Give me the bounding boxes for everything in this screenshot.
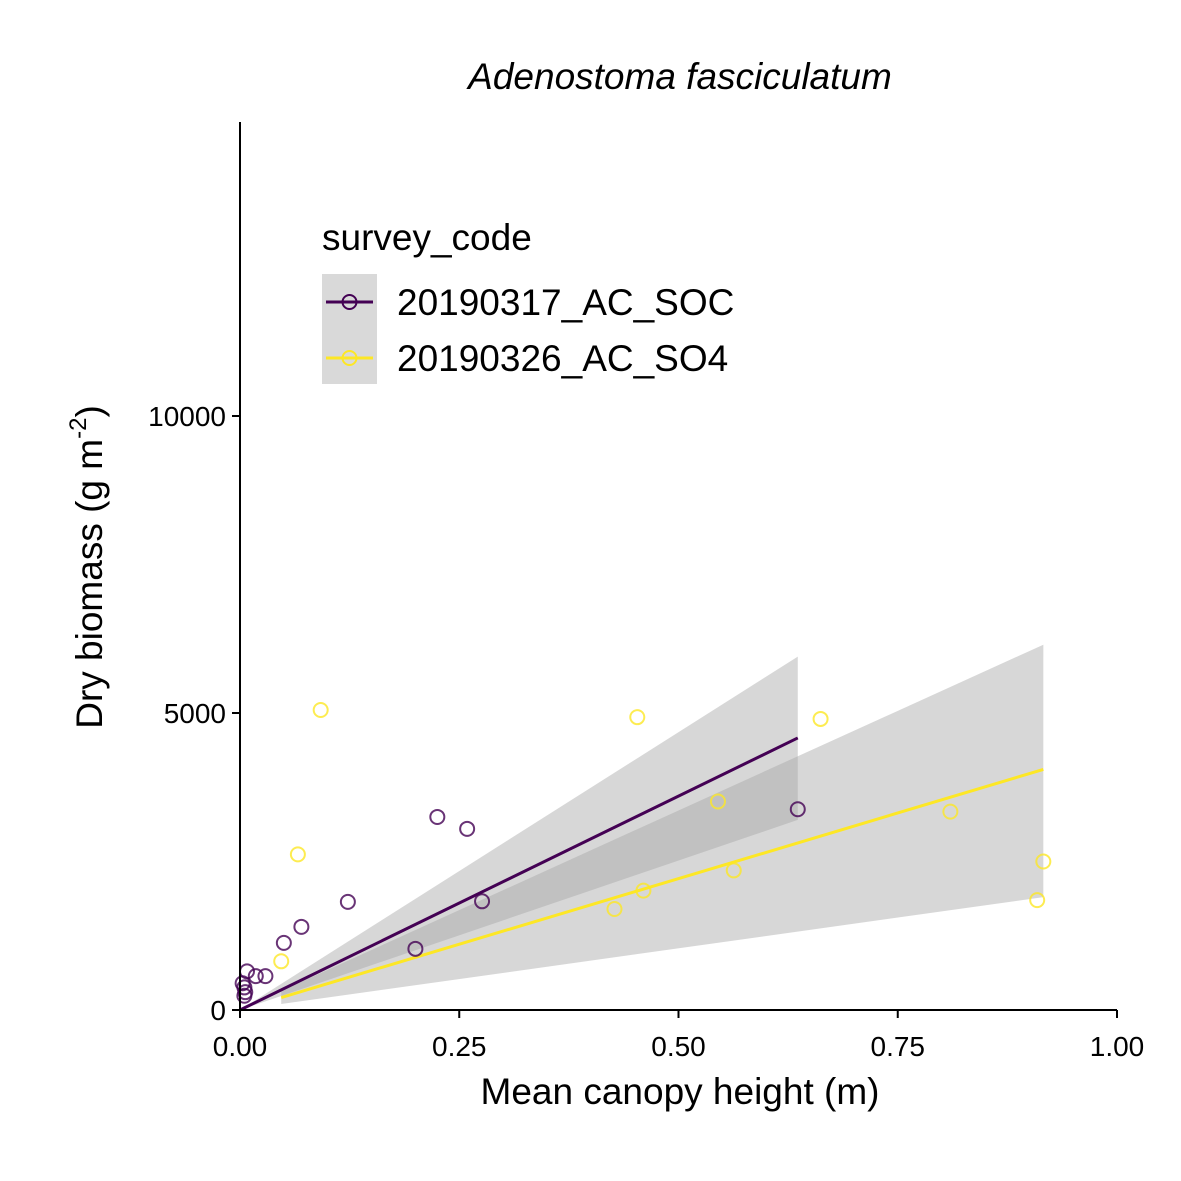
data-point-series-2 (312, 702, 329, 719)
x-tick-label: 1.00 (1090, 1031, 1145, 1062)
data-point-series-1 (247, 968, 264, 985)
data-point-series-1 (339, 893, 356, 910)
data-point-series-2 (709, 793, 726, 810)
legend-marker-2 (341, 350, 358, 366)
legend-label-2: 20190326_AC_SO4 (397, 338, 728, 379)
y-axis-label-superscript: -2 (65, 418, 92, 439)
data-point-series-1 (275, 934, 292, 951)
data-point-series-2 (812, 710, 829, 727)
data-point-series-2 (1029, 892, 1046, 909)
data-point-series-1 (257, 968, 274, 985)
x-tick-label: 0.00 (213, 1031, 268, 1062)
data-point-series-1 (789, 801, 806, 818)
data-point-series-2 (273, 953, 290, 970)
confidence-ribbon-1 (240, 656, 798, 1010)
legend-key-background (322, 274, 377, 384)
x-ticks: 0.00 0.25 0.50 0.75 1.00 (213, 1010, 1145, 1062)
y-axis-label: Dry biomass (g m-2) (65, 405, 110, 729)
fit-lines (239, 736, 1044, 1012)
data-point-series-2 (942, 803, 959, 820)
data-point-series-2 (1035, 853, 1052, 870)
y-axis-label-main: Dry biomass (g m (69, 439, 110, 729)
x-axis-label: Mean canopy height (m) (481, 1071, 880, 1112)
data-point-series-2 (725, 862, 742, 879)
data-point-series-1 (407, 940, 424, 957)
data-point-series-1 (459, 820, 476, 837)
data-point-series-1 (293, 918, 310, 935)
data-point-series-2 (629, 709, 646, 726)
data-point-series-2 (289, 846, 306, 863)
chart-title: Adenostoma fasciculatum (466, 56, 892, 97)
y-tick-label: 10000 (148, 401, 226, 432)
legend-title: survey_code (322, 217, 532, 258)
y-tick-label: 5000 (164, 698, 226, 729)
x-tick-label: 0.25 (432, 1031, 487, 1062)
fit-line-1 (239, 736, 799, 1012)
data-point-series-2 (606, 901, 623, 918)
x-tick-label: 0.50 (651, 1031, 706, 1062)
y-tick-label: 0 (210, 995, 226, 1026)
y-axis-label-close: ) (69, 405, 110, 417)
x-tick-label: 0.75 (871, 1031, 926, 1062)
legend-label-1: 20190317_AC_SOC (397, 282, 734, 323)
legend-items: 20190317_AC_SOC 20190326_AC_SO4 (326, 282, 734, 379)
legend: survey_code 20190317_AC_SOC 20190326_AC_S… (322, 217, 734, 384)
legend-marker-1 (341, 294, 358, 310)
data-point-series-2 (635, 882, 652, 899)
fit-line-2 (280, 767, 1044, 999)
data-point-series-1 (474, 893, 491, 910)
y-ticks: 0 5000 10000 (148, 401, 240, 1026)
confidence-ribbons (240, 644, 1044, 1010)
confidence-ribbon-2 (281, 644, 1044, 1005)
data-point-series-1 (236, 987, 253, 1004)
data-point-series-1 (429, 808, 446, 825)
data-points (234, 702, 1052, 1004)
